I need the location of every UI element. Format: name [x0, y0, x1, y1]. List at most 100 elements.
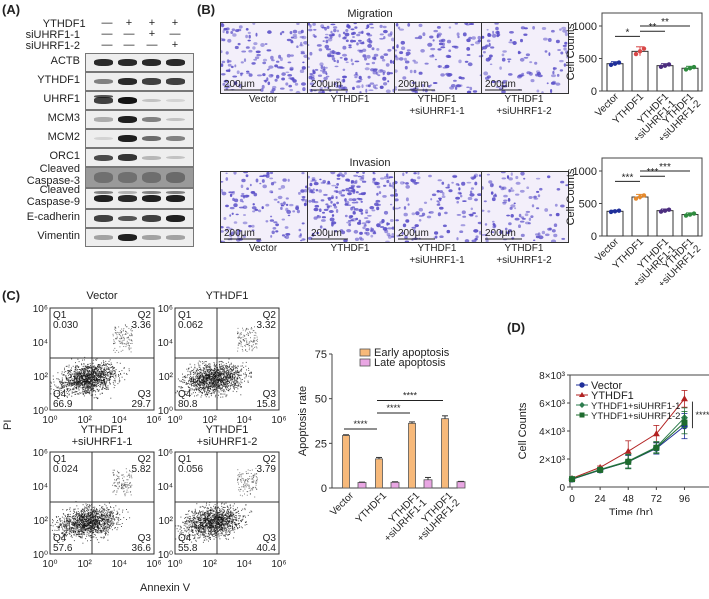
- blot-label: ORC1: [49, 150, 80, 162]
- blot-band: [118, 97, 137, 104]
- svg-text:29.7: 29.7: [132, 399, 152, 410]
- blot-band: [118, 215, 137, 222]
- image-caption: YTHDF1: [417, 94, 457, 105]
- blot-band: [94, 235, 113, 240]
- blot-label: E-cadherin: [26, 211, 80, 223]
- svg-text:Q1: Q1: [53, 310, 67, 321]
- flow-plot-title: YTHDF1: [205, 290, 249, 302]
- svg-text:Q4: Q4: [53, 389, 67, 400]
- svg-text:10⁴: 10⁴: [158, 338, 173, 349]
- blot-band: [166, 136, 185, 141]
- svg-text:0.062: 0.062: [178, 320, 203, 331]
- svg-text:10⁴: 10⁴: [112, 415, 127, 426]
- blot-label: Caspase-9: [26, 196, 80, 208]
- condition-sign: +: [171, 17, 179, 29]
- image-caption: +siUHRF1-2: [496, 106, 552, 117]
- migration-image-3: 200μm: [394, 22, 482, 94]
- svg-text:10⁰: 10⁰: [33, 406, 48, 417]
- blot-band: [142, 135, 161, 142]
- svg-text:Q1: Q1: [178, 310, 192, 321]
- pi-axis-label: PI: [2, 419, 14, 430]
- blot-band: [94, 172, 113, 183]
- svg-text:1000: 1000: [573, 166, 597, 178]
- image-caption: +siUHRF1-1: [409, 255, 465, 266]
- svg-text:10⁰: 10⁰: [167, 415, 182, 426]
- blot-band: [94, 191, 113, 194]
- blot-band: [118, 135, 137, 142]
- svg-text:10⁶: 10⁶: [158, 304, 173, 315]
- blot-label: ACTB: [50, 55, 80, 67]
- svg-text:10⁶: 10⁶: [271, 415, 286, 426]
- flow-plot-title: YTHDF1: [80, 424, 124, 436]
- svg-text:Q3: Q3: [138, 389, 152, 400]
- svg-text:Cell Counts: Cell Counts: [565, 23, 577, 80]
- blot-strip: [85, 91, 194, 110]
- invasion-image-2: 200μm: [307, 171, 395, 243]
- blot-band: [94, 79, 113, 84]
- condition-sign: +: [148, 17, 156, 29]
- migration-image-1: 200μm: [220, 22, 308, 94]
- migration-image-4: 200μm: [481, 22, 569, 94]
- blot-band: [94, 195, 113, 202]
- blot-band: [94, 117, 113, 122]
- condition-sign: +: [171, 39, 179, 51]
- svg-text:500: 500: [579, 54, 597, 66]
- scale-bar-label: 200μm: [224, 228, 255, 239]
- scale-bar-label: 200μm: [224, 79, 255, 90]
- blot-band: [118, 195, 137, 202]
- image-caption: Vector: [248, 243, 278, 254]
- blot-label: UHRF1: [43, 93, 80, 105]
- svg-text:10⁶: 10⁶: [146, 415, 161, 426]
- svg-text:80.8: 80.8: [178, 399, 198, 410]
- blot-band: [118, 78, 137, 85]
- svg-text:10⁴: 10⁴: [237, 415, 252, 426]
- blot-strip: [85, 188, 194, 209]
- image-caption: YTHDF1: [417, 243, 457, 254]
- flow-scatter-plot: 10⁰10⁰10²10²10⁴10⁴10⁶10⁶Q10.056Q23.79Q45…: [158, 448, 287, 570]
- scale-bar-label: 200μm: [311, 79, 342, 90]
- blot-label: MCM2: [47, 131, 80, 143]
- blot-band: [142, 172, 161, 183]
- condition-sign: —: [101, 28, 113, 40]
- image-caption: YTHDF1: [504, 243, 544, 254]
- annexin-axis-label: Annexin V: [140, 582, 191, 594]
- svg-text:0: 0: [591, 231, 597, 243]
- condition-sign: —: [169, 28, 181, 40]
- blot-band: [166, 117, 185, 122]
- svg-text:Q2: Q2: [263, 310, 277, 321]
- blot-strip: [85, 72, 194, 91]
- condition-sign: —: [101, 39, 113, 51]
- scale-bar-label: 200μm: [485, 79, 516, 90]
- blot-band: [166, 78, 185, 85]
- svg-text:10⁶: 10⁶: [33, 304, 48, 315]
- blot-band: [94, 154, 113, 161]
- blot-band: [166, 191, 185, 194]
- condition-label: siUHRF1-1: [25, 29, 80, 41]
- blot-band: [166, 215, 185, 222]
- invasion-image-1: 200μm: [220, 171, 308, 243]
- image-caption: YTHDF1: [330, 94, 370, 105]
- svg-text:Q3: Q3: [263, 389, 277, 400]
- blot-band: [142, 191, 161, 194]
- scale-bar-label: 200μm: [398, 228, 429, 239]
- condition-label: YTHDF1: [42, 18, 86, 30]
- blot-label: Cleaved: [39, 184, 80, 196]
- condition-sign: +: [148, 28, 156, 40]
- blot-band: [166, 172, 185, 183]
- blot-band: [166, 59, 185, 66]
- svg-text:15.8: 15.8: [257, 399, 277, 410]
- blot-label: YTHDF1: [37, 74, 80, 86]
- svg-text:*: *: [626, 27, 630, 38]
- image-caption: Vector: [248, 94, 278, 105]
- blot-band: [142, 195, 161, 202]
- blot-band: [166, 155, 185, 160]
- blot-label: Vimentin: [37, 230, 80, 242]
- svg-text:10²: 10²: [34, 372, 49, 383]
- blot-band: [94, 215, 113, 222]
- blot-band: [142, 235, 161, 240]
- blot-band: [142, 117, 161, 122]
- svg-text:3.36: 3.36: [132, 320, 152, 331]
- svg-text:10⁰: 10⁰: [158, 406, 173, 417]
